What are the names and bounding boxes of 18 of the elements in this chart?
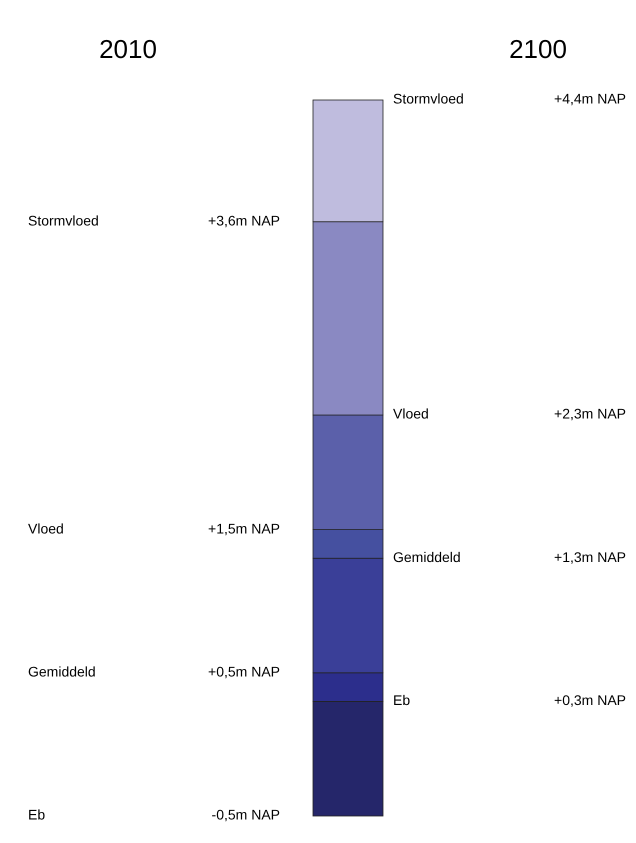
text: 2100: [509, 34, 567, 64]
text: Stormvloed: [393, 90, 464, 107]
text: +0,5m NAP: [208, 664, 280, 680]
text: Gemiddeld: [393, 548, 461, 565]
text: Stormvloed: [28, 212, 99, 228]
text: -0,5m NAP: [212, 806, 280, 823]
text: 2010: [99, 34, 157, 64]
text: +1,3m NAP: [554, 548, 626, 565]
text: +2,3m NAP: [554, 406, 626, 422]
text: +3,6m NAP: [208, 212, 280, 228]
text: Eb: [393, 692, 410, 708]
text: Vloed: [393, 406, 429, 422]
text: +1,5m NAP: [208, 520, 280, 536]
text: +0,3m NAP: [554, 692, 626, 708]
text: Gemiddeld: [28, 664, 96, 680]
text: Eb: [28, 806, 46, 823]
text: +4,4m NAP: [554, 90, 626, 107]
text: Vloed: [28, 520, 64, 536]
